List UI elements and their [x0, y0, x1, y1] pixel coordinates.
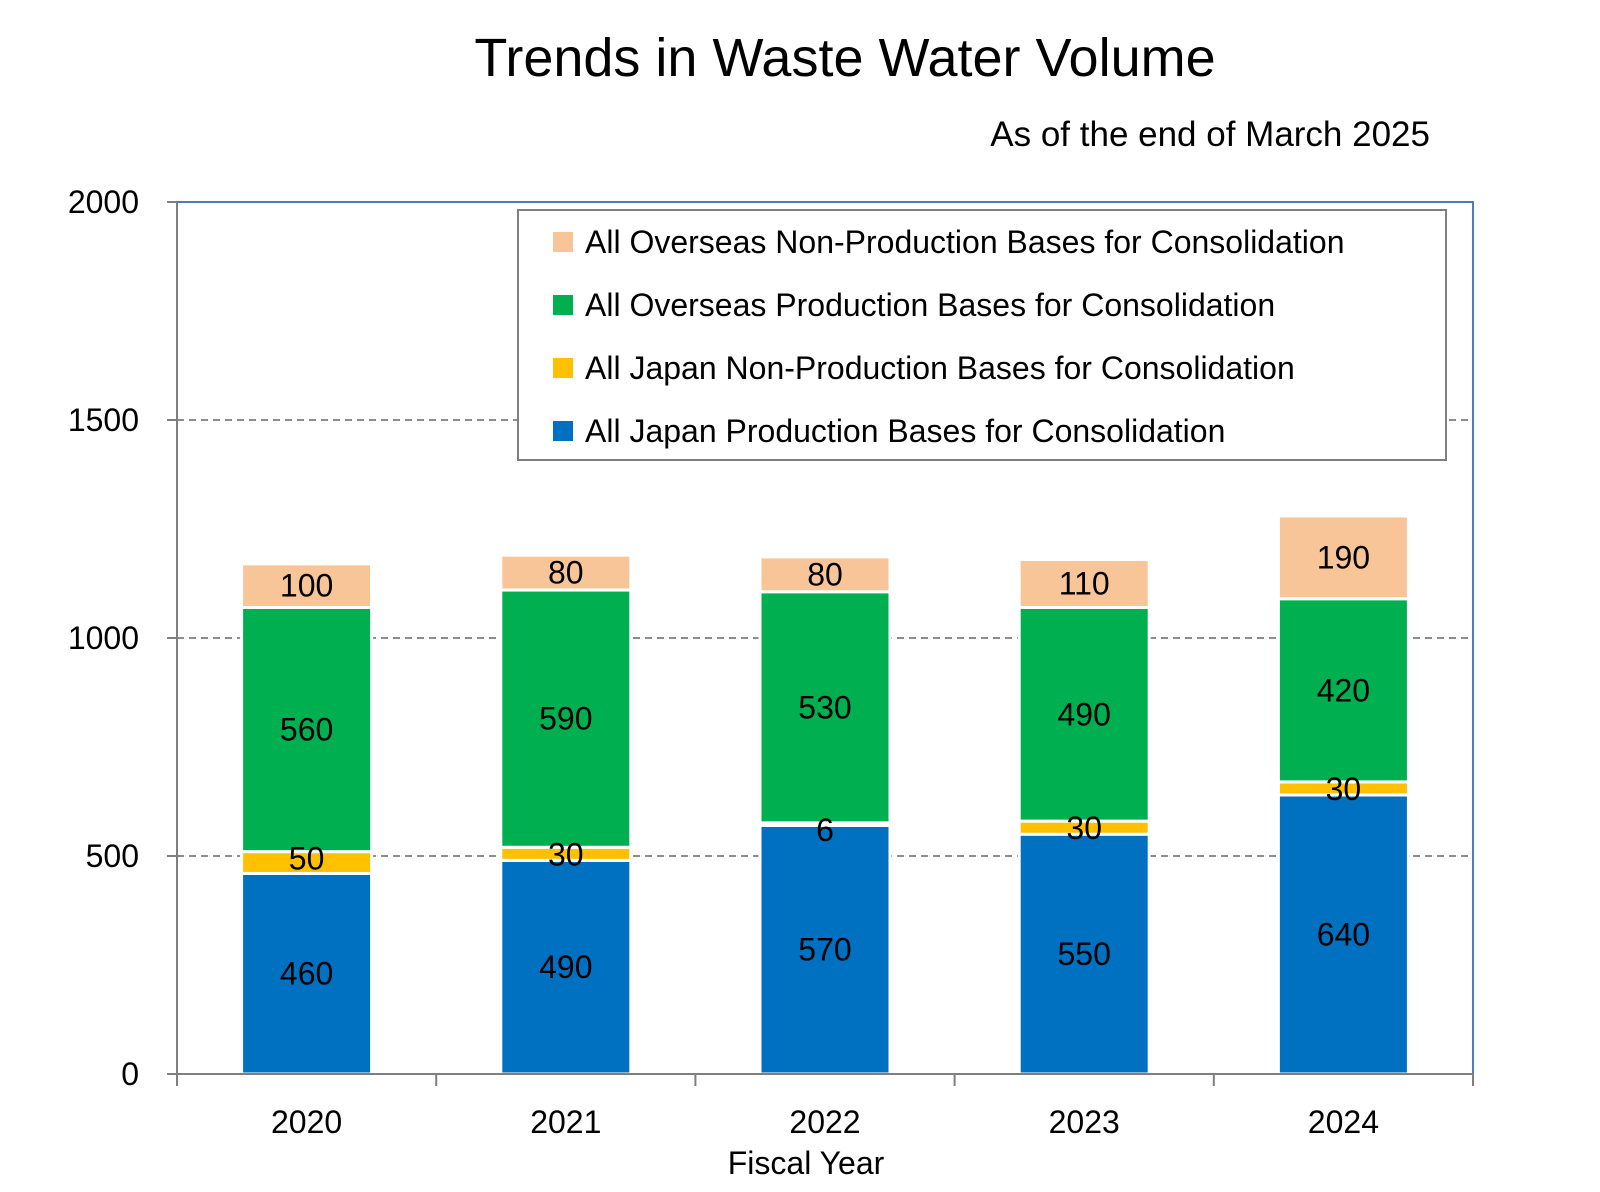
bar-segment: [499, 588, 633, 849]
bar-segment: [1276, 514, 1410, 601]
bar-segment: [1017, 558, 1151, 609]
x-tick-label: 2023: [1049, 1104, 1120, 1140]
data-label: 6: [816, 812, 834, 848]
data-label: 420: [1317, 672, 1370, 708]
data-label: 460: [280, 956, 333, 992]
legend: All Overseas Non-Production Bases for Co…: [517, 209, 1447, 461]
data-label: 50: [289, 841, 325, 877]
x-tick-label: 2024: [1308, 1104, 1379, 1140]
legend-box: [517, 209, 1447, 461]
data-label: 560: [280, 712, 333, 748]
data-label: 550: [1058, 936, 1111, 972]
x-tick-label: 2020: [271, 1104, 342, 1140]
chart-title: Trends in Waste Water Volume: [474, 28, 1215, 88]
data-label: 490: [539, 949, 592, 985]
data-label: 530: [798, 689, 851, 725]
bar-segment: [758, 555, 892, 594]
data-label: 590: [539, 701, 592, 737]
bar-segment: [499, 553, 633, 592]
x-axis-title: Fiscal Year: [728, 1145, 885, 1181]
data-label: 640: [1317, 916, 1370, 952]
data-label: 110: [1059, 566, 1110, 602]
legend-swatch: [553, 421, 573, 441]
bar-segment: [758, 823, 892, 1076]
data-label: 100: [280, 568, 333, 604]
x-tick-label: 2022: [789, 1104, 860, 1140]
bar-segment: [240, 871, 374, 1076]
legend-label: All Japan Production Bases for Consolida…: [585, 413, 1225, 449]
legend-swatch: [553, 295, 573, 315]
legend-label: All Overseas Non-Production Bases for Co…: [585, 224, 1344, 260]
x-tick-label: 2021: [530, 1104, 601, 1140]
x-axis: 2020 2021 2022 2023 2024: [176, 1073, 1474, 1140]
legend-swatch: [553, 232, 573, 252]
y-tick-label: 1500: [68, 402, 139, 438]
legend-swatch: [553, 358, 573, 378]
y-tick-label: 1000: [68, 620, 139, 656]
chart-subtitle: As of the end of March 2025: [990, 115, 1430, 154]
data-label: 190: [1317, 539, 1370, 575]
legend-label: All Japan Non-Production Bases for Conso…: [585, 350, 1295, 386]
y-tick-label: 0: [121, 1056, 139, 1092]
data-label: 30: [548, 836, 584, 872]
legend-label: All Overseas Production Bases for Consol…: [585, 287, 1275, 323]
y-tick-label: 500: [86, 838, 139, 874]
data-label: 80: [548, 555, 584, 591]
data-label: 30: [1066, 810, 1102, 846]
bar-segment: [240, 562, 374, 609]
bar-segment: [1017, 832, 1151, 1076]
y-tick-label: 2000: [68, 184, 139, 220]
bars: [240, 514, 1410, 1076]
data-label: 570: [798, 932, 851, 968]
data-labels: 460 50 560 100 490 30 590 80 570 6 530 80 550 30 490 11…: [280, 539, 1370, 991]
data-label: 490: [1058, 696, 1111, 732]
data-label: 30: [1326, 771, 1362, 807]
y-axis: 0 500 1000 1500 2000: [68, 184, 178, 1092]
data-label: 80: [807, 556, 843, 592]
